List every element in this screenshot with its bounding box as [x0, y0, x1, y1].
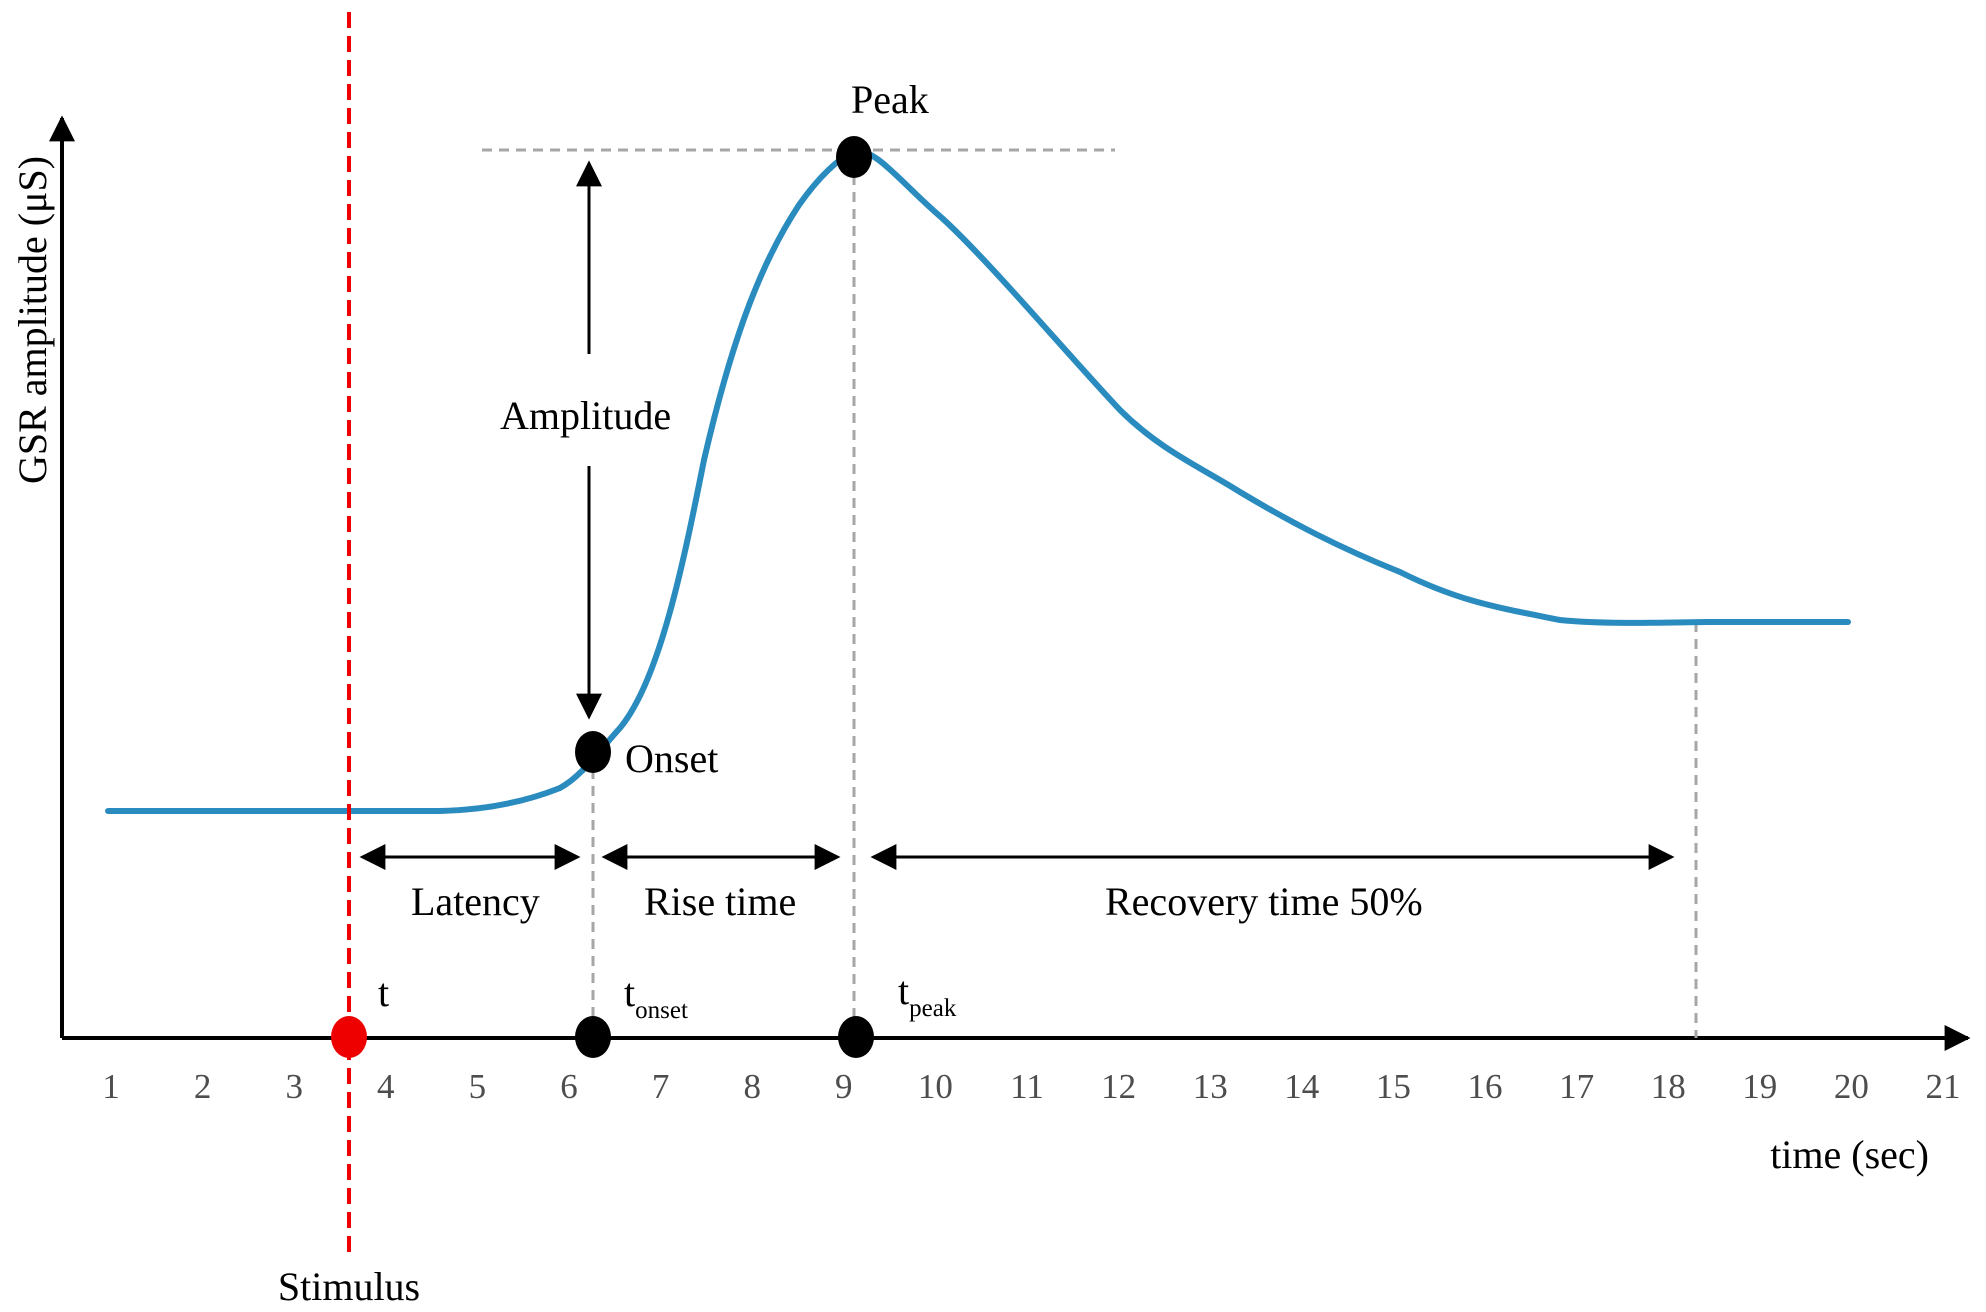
x-tick-label: 11	[1010, 1067, 1044, 1106]
y-axis-label: GSR amplitude (μS)	[10, 156, 55, 484]
x-tick-label: 17	[1559, 1067, 1594, 1106]
rise-time-label: Rise time	[644, 879, 796, 924]
recovery-time-label: Recovery time 50%	[1105, 879, 1423, 924]
amplitude-label: Amplitude	[500, 393, 671, 438]
onset-point	[575, 731, 611, 773]
x-tick-label: 12	[1101, 1067, 1136, 1106]
t-onset-sub: onset	[635, 997, 688, 1024]
peak-time-point	[838, 1016, 874, 1058]
stimulus-label: Stimulus	[278, 1264, 420, 1309]
t-peak-label: tpeak	[898, 968, 957, 1022]
x-tick-label: 21	[1926, 1067, 1961, 1106]
x-tick-label: 5	[469, 1067, 487, 1106]
onset-label: Onset	[625, 736, 718, 781]
t-peak-sub: peak	[909, 995, 957, 1022]
x-tick-label: 16	[1468, 1067, 1503, 1106]
x-tick-label: 8	[743, 1067, 761, 1106]
x-tick-label: 9	[835, 1067, 853, 1106]
x-tick-label: 19	[1742, 1067, 1777, 1106]
x-tick-label: 10	[918, 1067, 953, 1106]
peak-point	[836, 136, 872, 178]
x-axis-label: time (sec)	[1770, 1132, 1929, 1177]
x-tick-label: 6	[560, 1067, 578, 1106]
x-tick-label: 7	[652, 1067, 670, 1106]
x-tick-label: 3	[285, 1067, 303, 1106]
x-tick-label: 18	[1651, 1067, 1686, 1106]
x-tick-label: 4	[377, 1067, 395, 1106]
gsr-curve	[105, 147, 1851, 814]
peak-label: Peak	[851, 77, 929, 122]
x-tick-label: 15	[1376, 1067, 1411, 1106]
x-tick-label: 13	[1193, 1067, 1228, 1106]
onset-time-point	[575, 1016, 611, 1058]
x-tick-label: 14	[1284, 1067, 1319, 1106]
x-tick-label: 1	[102, 1067, 120, 1106]
x-tick-labels: 1 2 3 4 5 6 7 8 9 10 11 12 13 14 15 16 17 18 19 20 21	[102, 1067, 1960, 1106]
t-onset-base: t	[624, 970, 635, 1015]
stimulus-time-point	[331, 1016, 367, 1058]
latency-label: Latency	[411, 879, 540, 924]
t-stimulus-label: t	[378, 970, 389, 1015]
x-tick-label: 20	[1834, 1067, 1869, 1106]
x-tick-label: 2	[194, 1067, 212, 1106]
t-onset-label: tonset	[624, 970, 688, 1024]
guide-lines	[482, 148, 1698, 1038]
t-peak-base: t	[898, 968, 909, 1013]
